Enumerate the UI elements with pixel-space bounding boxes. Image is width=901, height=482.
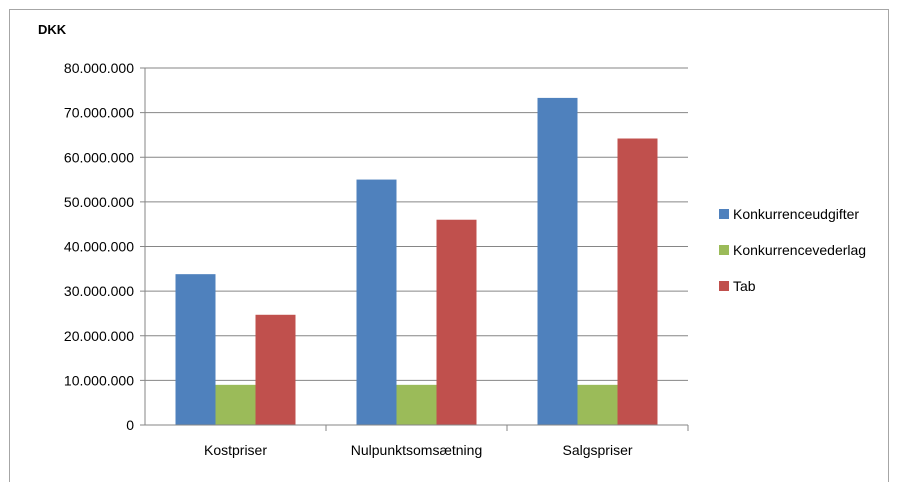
- y-tick-label: 0: [126, 417, 134, 433]
- y-tick-label: 80.000.000: [64, 60, 134, 76]
- bar: [175, 274, 216, 425]
- x-tick-label: Nulpunktsomsætning: [351, 442, 483, 458]
- y-tick-label: 20.000.000: [64, 328, 134, 344]
- bar: [255, 314, 296, 425]
- x-tick-labels: Kostpriser Nulpunktsomsætning Salgspriser: [204, 442, 633, 458]
- y-axis-label: DKK: [38, 22, 67, 37]
- legend-swatch: [719, 209, 729, 219]
- y-tick-label: 40.000.000: [64, 239, 134, 255]
- y-tick-label: 60.000.000: [64, 149, 134, 165]
- x-tick-label: Salgspriser: [562, 442, 632, 458]
- axes: [140, 67, 689, 431]
- bar: [537, 97, 578, 426]
- bar: [577, 384, 618, 425]
- x-tick-label: Kostpriser: [204, 442, 267, 458]
- bar: [396, 384, 437, 425]
- y-tick-label: 10.000.000: [64, 372, 134, 388]
- y-tick-label: 50.000.000: [64, 194, 134, 210]
- y-tick-labels: 0 10.000.000 20.000.000 30.000.000 40.000.00…: [64, 60, 134, 433]
- y-tick-label: 70.000.000: [64, 105, 134, 121]
- legend: Konkurrenceudgifter Konkurrencevederlag Ta…: [719, 206, 866, 294]
- y-tick-label: 30.000.000: [64, 283, 134, 299]
- gridlines: [145, 67, 688, 381]
- chart-frame: [9, 9, 889, 482]
- legend-swatch: [719, 281, 729, 291]
- bar: [436, 219, 477, 425]
- bar: [617, 138, 658, 425]
- legend-label: Tab: [733, 278, 756, 294]
- legend-label: Konkurrencevederlag: [733, 242, 866, 258]
- bars: [175, 97, 658, 426]
- bar: [356, 179, 397, 425]
- bar: [215, 384, 256, 425]
- legend-label: Konkurrenceudgifter: [733, 206, 859, 222]
- legend-swatch: [719, 245, 729, 255]
